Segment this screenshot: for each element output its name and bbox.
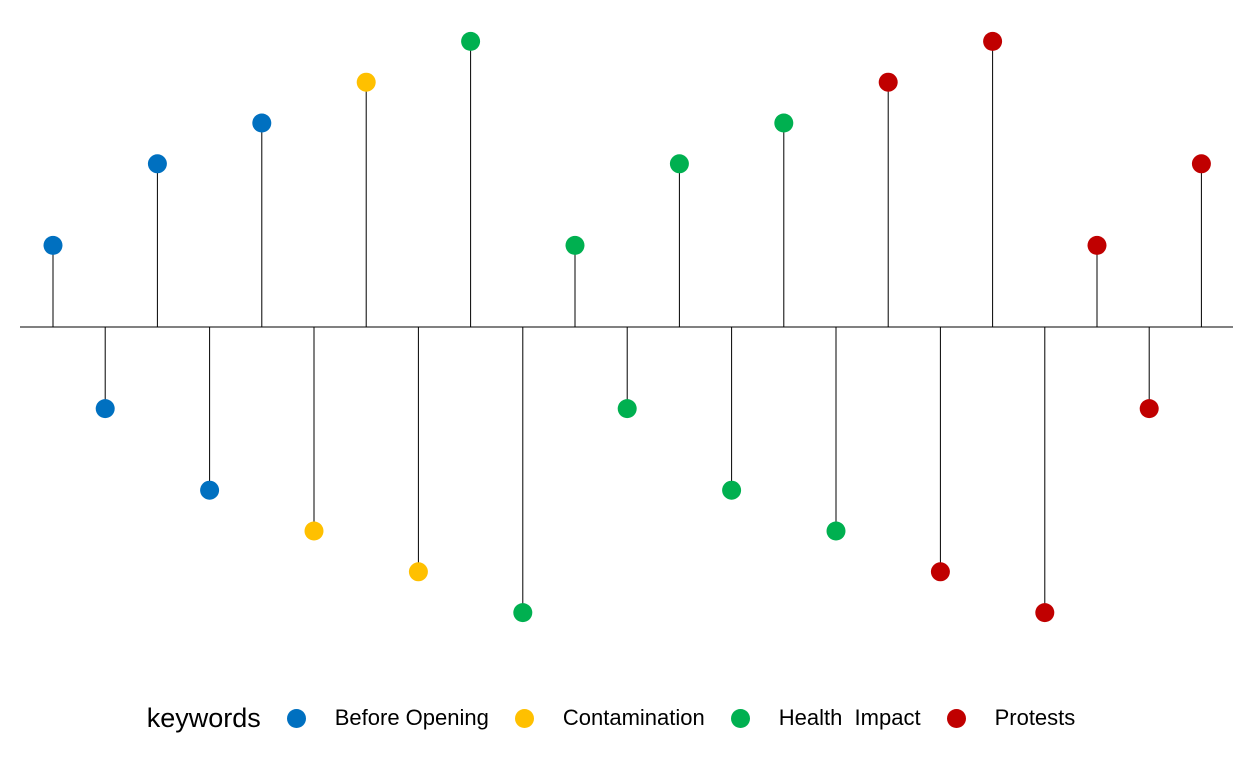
lollipop-point [826, 521, 846, 541]
legend-item-before-opening: Before Opening [286, 705, 489, 731]
lollipop-point [930, 562, 950, 582]
lollipop-point [252, 113, 272, 133]
lollipop-point [43, 235, 63, 255]
legend-label: Protests [994, 705, 1076, 730]
lollipop-point [1191, 154, 1211, 174]
lollipop-point [200, 480, 220, 500]
legend-marker [286, 708, 306, 728]
lollipop-point [408, 562, 428, 582]
lollipop-chart [20, 31, 1233, 623]
legend-label: Before Opening [334, 705, 489, 730]
legend-label: Contamination [562, 705, 705, 730]
lollipop-point [147, 154, 167, 174]
lollipop-point [983, 31, 1003, 51]
legend-item-health-impact: Health Impact [730, 705, 921, 731]
lollipop-point [304, 521, 324, 541]
lollipop-point [878, 72, 898, 92]
lollipop-point [1035, 603, 1055, 623]
lollipop-point [722, 480, 742, 500]
lollipop-point [1139, 399, 1159, 419]
legend-item-contamination: Contamination [514, 705, 705, 731]
lollipop-point [774, 113, 794, 133]
lollipop-point [95, 399, 115, 419]
legend-title: keywords [146, 702, 261, 733]
lollipop-point [356, 72, 376, 92]
lollipop-point [461, 31, 481, 51]
legend-marker [946, 708, 966, 728]
legend-label: Health Impact [778, 705, 921, 730]
legend-marker [514, 708, 534, 728]
legend-marker [730, 708, 750, 728]
lollipop-point [565, 235, 585, 255]
lollipop-point [669, 154, 689, 174]
lollipop-point [1087, 235, 1107, 255]
lollipop-point [513, 603, 533, 623]
lollipop-point [617, 399, 637, 419]
legend-item-protests: Protests [946, 705, 1076, 731]
legend: keywords Before Opening Contamination He… [0, 696, 1248, 740]
